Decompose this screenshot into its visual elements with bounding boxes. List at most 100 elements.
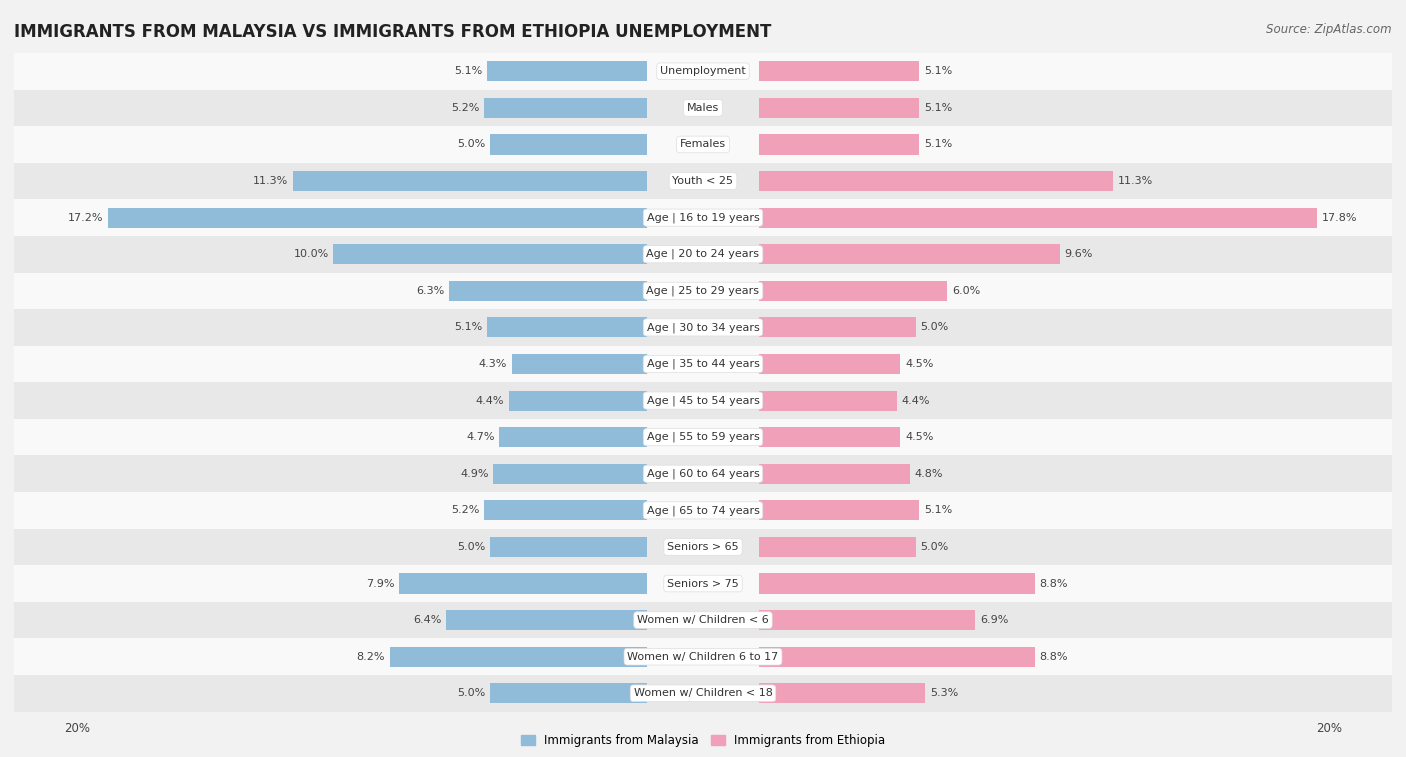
Text: Females: Females (681, 139, 725, 149)
Text: 4.8%: 4.8% (914, 469, 943, 478)
Bar (759, 245, 1060, 264)
Bar (14, 309, 1392, 346)
Text: 5.1%: 5.1% (924, 139, 952, 149)
Bar (108, 207, 647, 228)
Bar (499, 427, 647, 447)
Bar (759, 574, 1035, 593)
Text: 6.9%: 6.9% (980, 615, 1008, 625)
Bar (14, 456, 1392, 492)
Bar (333, 245, 647, 264)
Bar (399, 574, 647, 593)
Text: Age | 35 to 44 years: Age | 35 to 44 years (647, 359, 759, 369)
Text: 4.9%: 4.9% (460, 469, 488, 478)
Text: 4.4%: 4.4% (475, 396, 505, 406)
Text: 4.5%: 4.5% (905, 359, 934, 369)
Bar (14, 199, 1392, 236)
Bar (486, 61, 647, 81)
Text: 5.3%: 5.3% (929, 688, 959, 698)
Text: Age | 45 to 54 years: Age | 45 to 54 years (647, 395, 759, 406)
Bar (759, 610, 976, 630)
Bar (14, 565, 1392, 602)
Bar (494, 464, 647, 484)
Bar (484, 98, 647, 118)
Text: 4.4%: 4.4% (901, 396, 931, 406)
Bar (14, 163, 1392, 199)
Bar (759, 61, 920, 81)
Text: Unemployment: Unemployment (661, 67, 745, 76)
Text: 10.0%: 10.0% (294, 249, 329, 259)
Bar (759, 171, 1114, 191)
Bar (14, 528, 1392, 565)
Text: 9.6%: 9.6% (1064, 249, 1092, 259)
Text: 11.3%: 11.3% (1118, 176, 1153, 186)
Bar (450, 281, 647, 301)
Bar (446, 610, 647, 630)
Text: Age | 25 to 29 years: Age | 25 to 29 years (647, 285, 759, 296)
Text: Age | 20 to 24 years: Age | 20 to 24 years (647, 249, 759, 260)
Bar (491, 684, 647, 703)
Bar (486, 317, 647, 338)
Bar (512, 354, 647, 374)
Bar (491, 135, 647, 154)
Bar (14, 419, 1392, 456)
Text: 4.7%: 4.7% (467, 432, 495, 442)
Bar (759, 537, 915, 557)
Bar (759, 98, 920, 118)
Text: 6.4%: 6.4% (413, 615, 441, 625)
Text: Age | 55 to 59 years: Age | 55 to 59 years (647, 432, 759, 442)
Text: 5.1%: 5.1% (454, 67, 482, 76)
Bar (14, 382, 1392, 419)
Text: Seniors > 65: Seniors > 65 (668, 542, 738, 552)
Bar (14, 53, 1392, 89)
Text: 5.0%: 5.0% (921, 322, 949, 332)
Legend: Immigrants from Malaysia, Immigrants from Ethiopia: Immigrants from Malaysia, Immigrants fro… (516, 729, 890, 752)
Text: Source: ZipAtlas.com: Source: ZipAtlas.com (1267, 23, 1392, 36)
Bar (14, 638, 1392, 675)
Text: 5.0%: 5.0% (921, 542, 949, 552)
Bar (759, 500, 920, 520)
Text: Age | 65 to 74 years: Age | 65 to 74 years (647, 505, 759, 516)
Text: 5.1%: 5.1% (924, 67, 952, 76)
Bar (14, 236, 1392, 273)
Bar (14, 273, 1392, 309)
Bar (759, 684, 925, 703)
Bar (759, 354, 900, 374)
Text: Women w/ Children < 6: Women w/ Children < 6 (637, 615, 769, 625)
Text: Seniors > 75: Seniors > 75 (666, 578, 740, 588)
Bar (759, 281, 948, 301)
Text: 5.2%: 5.2% (451, 103, 479, 113)
Bar (759, 646, 1035, 667)
Text: Women w/ Children 6 to 17: Women w/ Children 6 to 17 (627, 652, 779, 662)
Bar (491, 537, 647, 557)
Text: Youth < 25: Youth < 25 (672, 176, 734, 186)
Text: 5.0%: 5.0% (457, 542, 485, 552)
Text: 11.3%: 11.3% (253, 176, 288, 186)
Text: 8.2%: 8.2% (357, 652, 385, 662)
Bar (484, 500, 647, 520)
Bar (759, 317, 915, 338)
Text: 6.0%: 6.0% (952, 286, 980, 296)
Text: 4.3%: 4.3% (479, 359, 508, 369)
Bar (759, 207, 1317, 228)
Text: 17.8%: 17.8% (1322, 213, 1357, 223)
Text: IMMIGRANTS FROM MALAYSIA VS IMMIGRANTS FROM ETHIOPIA UNEMPLOYMENT: IMMIGRANTS FROM MALAYSIA VS IMMIGRANTS F… (14, 23, 772, 41)
Text: 5.1%: 5.1% (924, 103, 952, 113)
Bar (14, 346, 1392, 382)
Text: Age | 30 to 34 years: Age | 30 to 34 years (647, 322, 759, 332)
Bar (759, 464, 910, 484)
Bar (14, 492, 1392, 528)
Text: 5.1%: 5.1% (924, 506, 952, 516)
Text: 6.3%: 6.3% (416, 286, 444, 296)
Text: 7.9%: 7.9% (366, 578, 395, 588)
Text: Age | 16 to 19 years: Age | 16 to 19 years (647, 213, 759, 223)
Text: 17.2%: 17.2% (67, 213, 103, 223)
Text: 5.0%: 5.0% (457, 688, 485, 698)
Text: 8.8%: 8.8% (1039, 578, 1069, 588)
Text: Males: Males (688, 103, 718, 113)
Text: Age | 60 to 64 years: Age | 60 to 64 years (647, 469, 759, 479)
Bar (292, 171, 647, 191)
Bar (509, 391, 647, 410)
Text: 5.2%: 5.2% (451, 506, 479, 516)
Text: 8.8%: 8.8% (1039, 652, 1069, 662)
Bar (759, 135, 920, 154)
